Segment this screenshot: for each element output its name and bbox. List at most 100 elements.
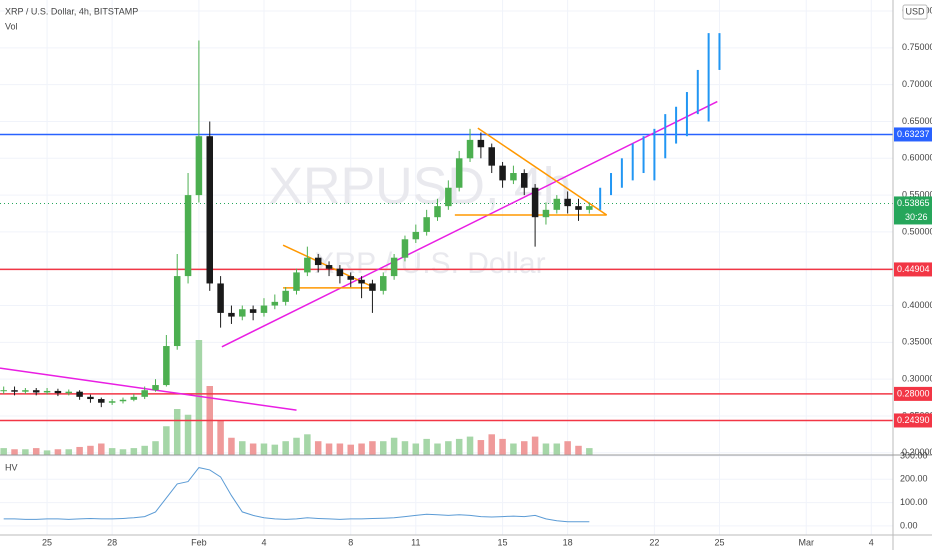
candle-body (466, 139, 474, 159)
x-tick-label: 25 (714, 537, 724, 547)
x-tick-label: 11 (411, 537, 420, 547)
chart-title: XRP / U.S. Dollar, 4h, BITSTAMP (5, 6, 138, 16)
volume-bar (260, 443, 268, 455)
volume-bar (488, 434, 495, 455)
candle-body (173, 276, 181, 347)
x-tick-label: 4 (261, 537, 266, 547)
volume-bar (510, 443, 517, 455)
volume-bar (22, 449, 29, 455)
volume-bar (499, 438, 506, 455)
candle-body (542, 209, 550, 218)
hv-tick-label: 0.00 (900, 520, 918, 530)
volume-bar (141, 445, 148, 455)
candle-body (108, 401, 116, 403)
x-tick-label: 15 (498, 537, 508, 547)
candle-body (553, 198, 561, 210)
candle-body (228, 312, 235, 317)
currency-box[interactable] (902, 4, 928, 20)
candle-body (141, 390, 148, 397)
hv-tick-label: 200.00 (900, 474, 928, 484)
volume-bar (271, 444, 279, 455)
y-tick-label: 0.30000 (902, 374, 932, 384)
x-tick-label: 4 (869, 537, 874, 547)
y-tick-label: 0.40000 (902, 300, 932, 310)
x-tick-label: Mar (798, 537, 814, 547)
candle-body (217, 283, 224, 313)
level-label-box (894, 386, 932, 401)
volume-bar (586, 448, 593, 455)
volume-bar (380, 441, 387, 455)
volume-bar (239, 441, 246, 455)
volume-bar (314, 441, 322, 455)
candle-body (249, 309, 257, 313)
volume-bar (217, 420, 224, 455)
volume-bar (293, 437, 300, 455)
level-label-box (894, 262, 932, 277)
volume-bar (76, 446, 83, 455)
volume-bar (423, 438, 430, 455)
level-label: 0.28000 (897, 388, 930, 398)
candle-body (130, 396, 138, 400)
volume-bar (32, 448, 40, 455)
trend-line (0, 367, 297, 411)
volume-bar (0, 448, 7, 455)
x-tick-label: 22 (649, 537, 659, 547)
volume-bar (130, 448, 138, 455)
volume-bar (434, 443, 441, 455)
candle-body (531, 187, 539, 218)
candle-body (380, 276, 387, 291)
volume-bar (65, 449, 73, 455)
candle-body (65, 391, 73, 394)
volume-label: Vol (5, 21, 18, 31)
volume-bar (282, 441, 289, 455)
hv-tick-label: 100.00 (900, 497, 928, 507)
volume-bar (98, 443, 105, 455)
candle-body (390, 257, 398, 277)
volume-bar (531, 436, 539, 455)
candle-body (0, 390, 7, 392)
volume-bar (11, 449, 18, 455)
candle-body (152, 385, 159, 391)
last-price-box (894, 196, 932, 225)
volume-layer (0, 340, 593, 455)
volume-bar (455, 438, 463, 455)
volume-bar (87, 445, 94, 455)
y-tick-label: 0.50000 (902, 226, 932, 236)
volume-bar (152, 441, 159, 455)
level-label: 0.63237 (897, 129, 930, 139)
volume-bar (195, 340, 203, 455)
candle-body (445, 187, 452, 207)
y-tick-label: 0.70000 (902, 79, 932, 89)
currency[interactable]: USD (905, 6, 925, 16)
volume-bar (390, 437, 398, 455)
candle-body (206, 136, 214, 284)
candle-body (304, 257, 311, 273)
volume-bar (325, 443, 333, 455)
x-tick-label: 28 (107, 537, 117, 547)
candle-body (43, 390, 51, 393)
candle-body (564, 198, 571, 207)
label-layer: 0.200000.250000.300000.350000.400000.450… (42, 5, 932, 547)
candle-body (239, 309, 246, 317)
candle-body (184, 195, 192, 277)
volume-bar (336, 443, 344, 455)
candle-body (434, 206, 441, 218)
x-tick-label: 25 (42, 537, 52, 547)
candle-body (575, 206, 582, 210)
candle-body (54, 390, 62, 394)
y-tick-label: 0.20000 (902, 447, 932, 457)
candle-body (325, 265, 333, 269)
volume-bar (369, 441, 376, 455)
volume-bar (358, 443, 365, 455)
candle-body (521, 173, 528, 188)
y-tick-label: 0.75000 (902, 42, 932, 52)
y-tick-label: 0.60000 (902, 153, 932, 163)
candle-body (347, 276, 354, 280)
volume-bar (542, 443, 550, 455)
volume-bar (466, 436, 474, 455)
hv-layer (0, 455, 893, 527)
candle-body (510, 173, 517, 181)
x-tick-label: Feb (191, 537, 207, 547)
y-tick-label: 0.35000 (902, 337, 932, 347)
